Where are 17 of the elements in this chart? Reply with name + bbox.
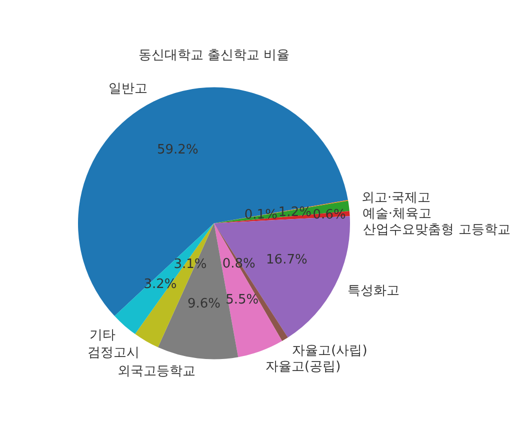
slice-label: 외고·국제고	[361, 190, 431, 206]
data-label: 0.1%	[244, 208, 278, 223]
slice-label: 예술·체육고	[362, 206, 432, 222]
slice-label: 기타	[89, 328, 116, 344]
slice-label: 산업수요맞춤형 고등학교	[363, 222, 510, 238]
slice-label: 외국고등학교	[118, 364, 196, 380]
slice-label: 특성화고	[347, 284, 400, 299]
slice-label: 일반고	[108, 82, 148, 97]
slice-label: 검정고시	[87, 345, 140, 360]
chart-title: 동신대학교 출신학교 비율	[138, 48, 290, 64]
slice-label: 자율고(사립)	[292, 343, 368, 358]
data-label: 0.8%	[222, 256, 256, 272]
data-label: 9.6%	[187, 296, 221, 312]
slice-label: 자율고(공립)	[266, 359, 341, 374]
data-label: 59.2%	[157, 142, 198, 158]
data-label: 3.1%	[174, 256, 207, 272]
data-label: 16.7%	[266, 252, 308, 268]
